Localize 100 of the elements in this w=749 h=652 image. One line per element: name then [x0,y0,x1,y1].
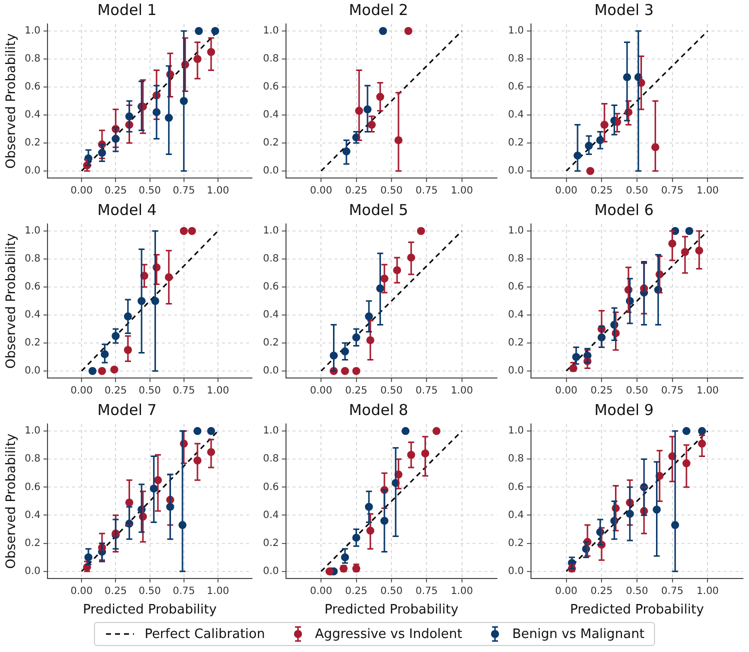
y-tick-label: 0.8 [262,254,279,265]
y-tick-label: 0.6 [508,482,524,493]
x-tick-label: 0.50 [380,186,403,197]
chart-title: Model 1 [97,0,157,19]
chart-title: Model 3 [594,0,654,19]
y-tick-label: 0.0 [262,366,279,377]
y-tick-label: 0.0 [508,166,524,177]
y-tick-label: 0.4 [262,510,279,521]
y-tick-label: 0.8 [24,54,41,65]
x-tick-label: 0.75 [172,586,195,597]
x-tick-label: 0.25 [590,586,613,597]
y-tick-label: 1.0 [508,226,524,237]
y-tick-label: 0.8 [508,54,524,65]
x-tick-label: 0.25 [345,386,368,397]
x-tick-label: 1.00 [696,386,719,397]
y-tick-label: 1.0 [24,26,41,37]
point [211,27,220,35]
y-tick-label: 0.0 [262,566,279,577]
y-tick-label: 0.8 [262,454,279,465]
point [417,227,426,235]
y-tick-label: 0.4 [508,510,524,521]
y-tick-label: 0.2 [24,338,41,349]
x-tick-label: 0.50 [626,386,648,397]
x-tick-label: 0.25 [590,386,613,397]
x-tick-label: 0.25 [104,186,127,197]
x-tick-label: 0.75 [416,586,438,597]
chart-title: Model 7 [97,400,157,419]
point [207,427,216,436]
point [194,27,203,35]
y-tick-label: 0.4 [24,310,41,321]
y-tick-label: 1.0 [262,426,279,437]
x-tick-label: 0.25 [345,186,368,197]
point [586,167,594,175]
point [341,367,350,375]
x-tick-label: 0.25 [590,186,613,197]
x-tick-label: 0.00 [70,186,93,197]
y-tick-label: 1.0 [508,26,524,37]
x-tick-label: 1.00 [206,186,230,197]
y-tick-label: 0.6 [24,82,41,93]
x-tick-label: 0.50 [138,586,161,597]
point [88,367,96,375]
x-tick-label: 0.75 [416,386,438,397]
point [352,367,360,375]
y-tick-label: 0.6 [262,482,279,493]
y-tick-label: 0.6 [508,282,524,293]
y-tick-label: 0.4 [24,110,41,121]
y-tick-label: 0.2 [508,538,524,549]
y-tick-label: 0.4 [262,110,279,121]
y-tick-label: 0.2 [24,538,41,549]
point [193,427,202,436]
y-tick-label: 0.8 [508,454,524,465]
y-tick-label: 0.0 [24,166,41,177]
point [188,227,196,235]
legend-label: Perfect Calibration [144,626,265,642]
y-tick-label: 0.2 [262,538,279,549]
y-tick-label: 0.6 [24,282,41,293]
y-tick-label: 0.6 [508,82,524,93]
chart-title: Model 6 [594,200,654,219]
x-tick-label: 1.00 [206,586,230,597]
x-tick-label: 1.00 [206,386,230,397]
x-tick-label: 0.00 [555,186,578,197]
y-axis-title: Observed Probability [4,433,20,569]
x-tick-label: 1.00 [696,586,719,597]
chart-title: Model 2 [348,0,408,19]
y-tick-label: 0.4 [508,310,524,321]
y-axis-title: Observed Probability [4,233,20,369]
y-tick-label: 0.0 [24,366,41,377]
x-tick-label: 0.00 [555,586,578,597]
x-tick-label: 0.50 [138,386,161,397]
y-tick-label: 0.8 [262,54,279,65]
x-tick-label: 0.50 [138,186,161,197]
y-axis-title: Observed Probability [4,33,20,169]
point [432,427,440,436]
y-tick-label: 0.8 [24,454,41,465]
point [180,227,188,235]
point [98,367,106,375]
y-tick-label: 0.8 [508,254,524,265]
x-tick-label: 0.00 [555,386,578,397]
x-tick-label: 0.75 [661,586,684,597]
x-tick-label: 0.00 [310,586,332,597]
x-axis-title: Predicted Probability [82,602,217,618]
x-tick-label: 0.75 [172,186,195,197]
y-tick-label: 1.0 [262,26,279,37]
x-tick-label: 0.00 [70,586,93,597]
chart-title: Model 8 [348,400,408,419]
x-tick-label: 0.00 [310,386,332,397]
x-tick-label: 0.00 [70,386,93,397]
legend-label: Benign vs Malignant [512,626,644,642]
point [685,227,694,235]
point [698,427,706,436]
y-tick-label: 0.2 [24,138,41,149]
x-tick-label: 0.75 [661,386,684,397]
x-tick-label: 1.00 [450,586,473,597]
y-tick-label: 0.0 [262,166,279,177]
x-tick-label: 0.50 [626,186,648,197]
y-tick-label: 0.8 [24,254,41,265]
x-axis-title: Predicted Probability [324,602,459,618]
y-tick-label: 1.0 [508,426,524,437]
x-axis-title: Predicted Probability [570,602,704,618]
x-tick-label: 0.25 [345,586,368,597]
